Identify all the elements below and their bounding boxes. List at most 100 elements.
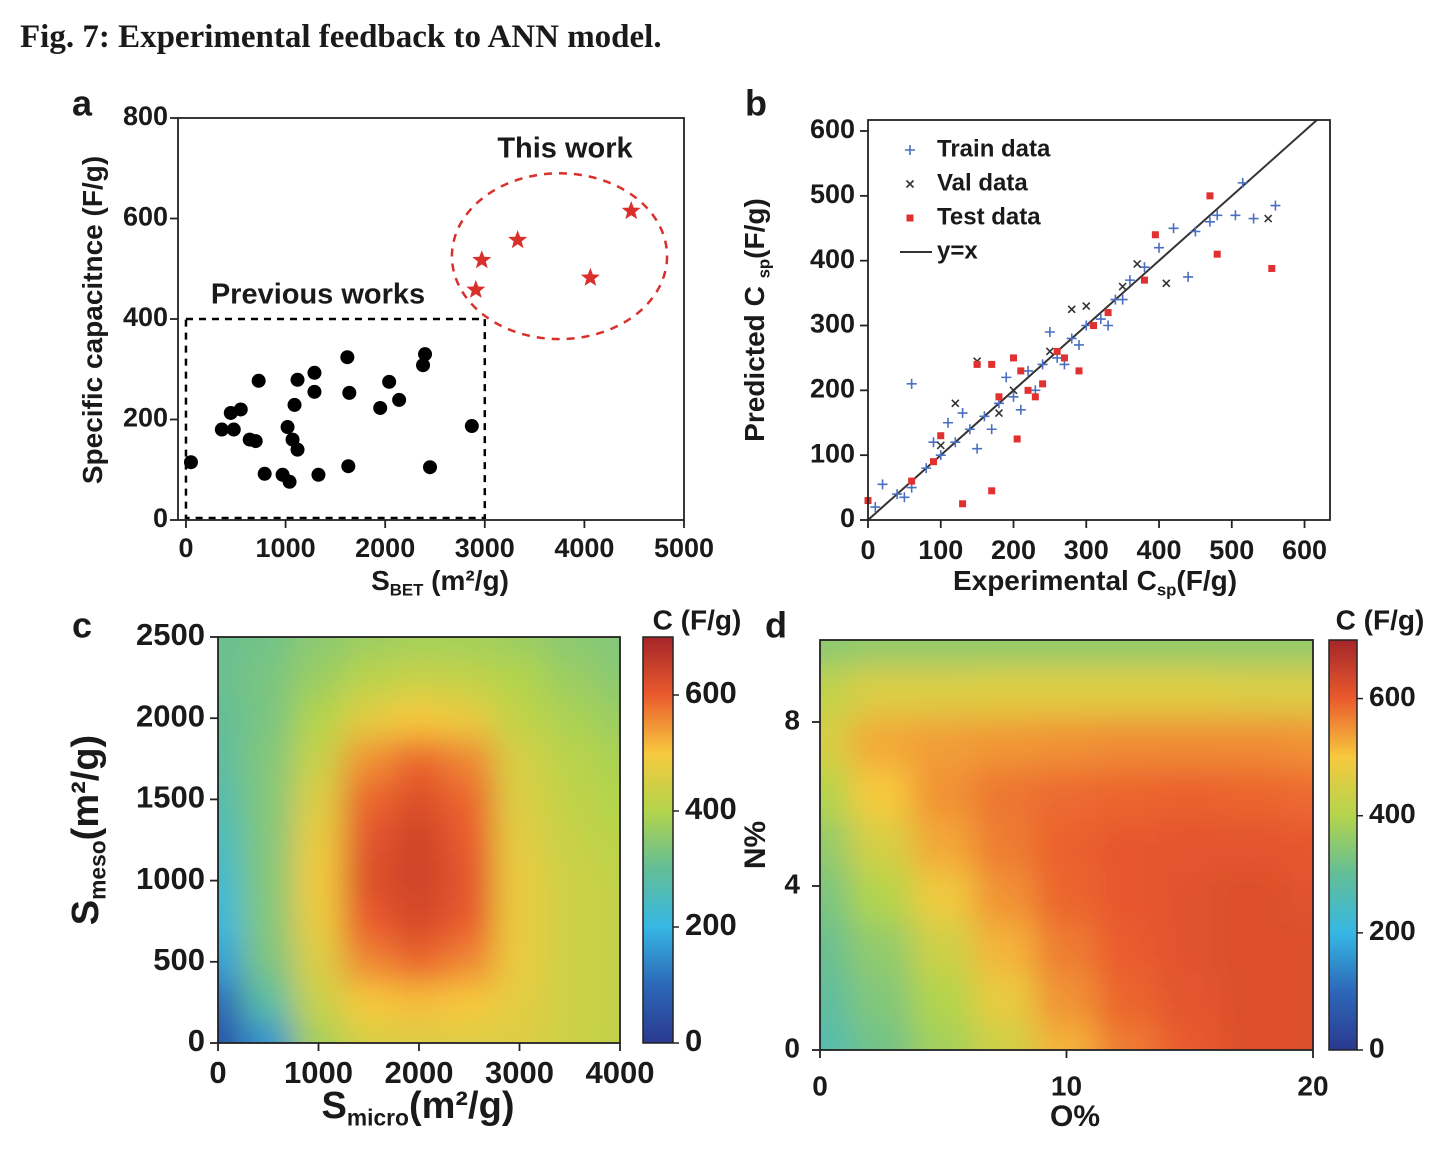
x-tick-label: 0	[860, 535, 875, 565]
heatmap-cell	[1220, 716, 1283, 769]
heatmap-cell	[820, 921, 852, 974]
heatmap-cell	[292, 941, 345, 983]
heatmap-cell	[544, 656, 596, 699]
heatmap-cell	[973, 767, 1037, 820]
dot	[214, 422, 229, 437]
square-marker	[908, 477, 916, 485]
plus-marker	[1103, 320, 1114, 331]
dot	[416, 358, 431, 373]
x-tick-label: 4000	[554, 533, 614, 563]
heatmap-cell	[973, 921, 1037, 974]
heatmap-cell	[1220, 1023, 1283, 1050]
heatmap-cell	[292, 656, 345, 699]
heatmap-cell	[1096, 870, 1160, 923]
heatmap-cell	[443, 656, 495, 699]
heatmap-cell	[218, 941, 244, 983]
heatmap-cell	[493, 1022, 546, 1043]
heatmap-cell	[443, 900, 495, 942]
heatmap-cell	[850, 818, 913, 872]
heatmap-cell	[218, 637, 244, 658]
heatmap-cell	[443, 637, 495, 658]
square-marker	[1060, 354, 1068, 362]
cross-marker	[1264, 214, 1273, 223]
plus-marker	[1212, 210, 1223, 221]
heatmap-cell	[544, 1022, 596, 1043]
square-marker	[929, 458, 937, 466]
colorbar-tick-label: 600	[1369, 681, 1416, 712]
heatmap-cell	[343, 697, 395, 739]
dot	[226, 422, 241, 437]
plus-marker	[921, 463, 932, 474]
dot	[307, 365, 322, 380]
heatmap-cell	[911, 665, 975, 718]
heatmap-cell	[292, 778, 345, 821]
label-part: sp	[1157, 581, 1177, 600]
heatmap-clip	[820, 640, 1313, 1050]
heatmap-cell	[218, 859, 244, 902]
y-axis-label: N%	[739, 821, 772, 869]
dot	[183, 455, 198, 470]
colorbar	[642, 636, 674, 1044]
x-tick-label: 400	[1136, 535, 1181, 565]
heatmap-cell	[218, 819, 244, 861]
heatmap-cell	[242, 656, 294, 699]
y-tick-label: 0	[840, 503, 855, 533]
heatmap-cell	[544, 981, 596, 1024]
star	[472, 250, 492, 269]
heatmap-cell	[242, 981, 294, 1024]
plus-marker	[1037, 359, 1048, 370]
x-tick-label: 2000	[355, 533, 415, 563]
x-tick-label: 300	[1064, 535, 1109, 565]
heatmap-cell	[1035, 870, 1098, 923]
cross-marker	[1162, 279, 1171, 288]
heatmap-cell	[973, 972, 1037, 1025]
label-part: Specific capacitnce (F/g)	[77, 156, 108, 484]
y-tick-label: 0	[153, 503, 168, 533]
heatmap-cell	[1281, 640, 1313, 667]
dot	[423, 460, 438, 475]
label-part: BET	[390, 581, 424, 600]
plus-marker	[1270, 200, 1281, 211]
heatmap-cell	[911, 1023, 975, 1050]
square-marker	[1053, 347, 1061, 355]
star	[466, 279, 486, 298]
x-tick-label: 3000	[455, 533, 515, 563]
x-tick-label: 2000	[385, 1055, 454, 1090]
dot	[290, 372, 305, 387]
y-tick-label: 400	[810, 244, 855, 274]
heatmap-cell	[973, 640, 1037, 667]
label-part: S	[322, 1085, 347, 1127]
square-marker	[1017, 367, 1025, 375]
label-part: Predicted C	[739, 278, 770, 441]
label-part: (m²/g)	[423, 565, 509, 596]
y-tick-label: 2000	[136, 698, 205, 733]
label-part: S	[371, 565, 390, 596]
figure-title: Fig. 7: Experimental feedback to ANN mod…	[20, 19, 662, 55]
heatmap-cell	[393, 1022, 445, 1043]
square-marker	[1140, 276, 1148, 284]
square-marker	[1010, 354, 1018, 362]
plus-marker	[950, 437, 961, 448]
heatmap-cell	[1281, 665, 1313, 718]
colorbar-tick-label: 400	[1369, 798, 1416, 829]
heatmap-cell	[292, 637, 345, 658]
heatmap-cell	[1220, 640, 1283, 667]
label-part: (m²/g)	[409, 1085, 515, 1127]
x-tick-label: 5000	[654, 533, 714, 563]
heatmap-cell	[292, 697, 345, 739]
heatmap-cell	[594, 656, 620, 699]
heatmap-cell	[1158, 767, 1222, 820]
cross-marker	[1133, 259, 1142, 268]
heatmap-cell	[1158, 972, 1222, 1025]
heatmap-cell	[1158, 1023, 1222, 1050]
heatmap-cell	[820, 818, 852, 872]
square-marker	[1268, 264, 1276, 272]
panel-letter: d	[765, 605, 787, 646]
heatmap-cell	[973, 665, 1037, 718]
panel-letter: b	[745, 83, 767, 124]
square-marker	[1206, 192, 1214, 200]
square-marker	[959, 500, 967, 508]
heatmap-cell	[443, 738, 495, 780]
dot	[373, 400, 388, 415]
square-marker	[937, 432, 945, 440]
